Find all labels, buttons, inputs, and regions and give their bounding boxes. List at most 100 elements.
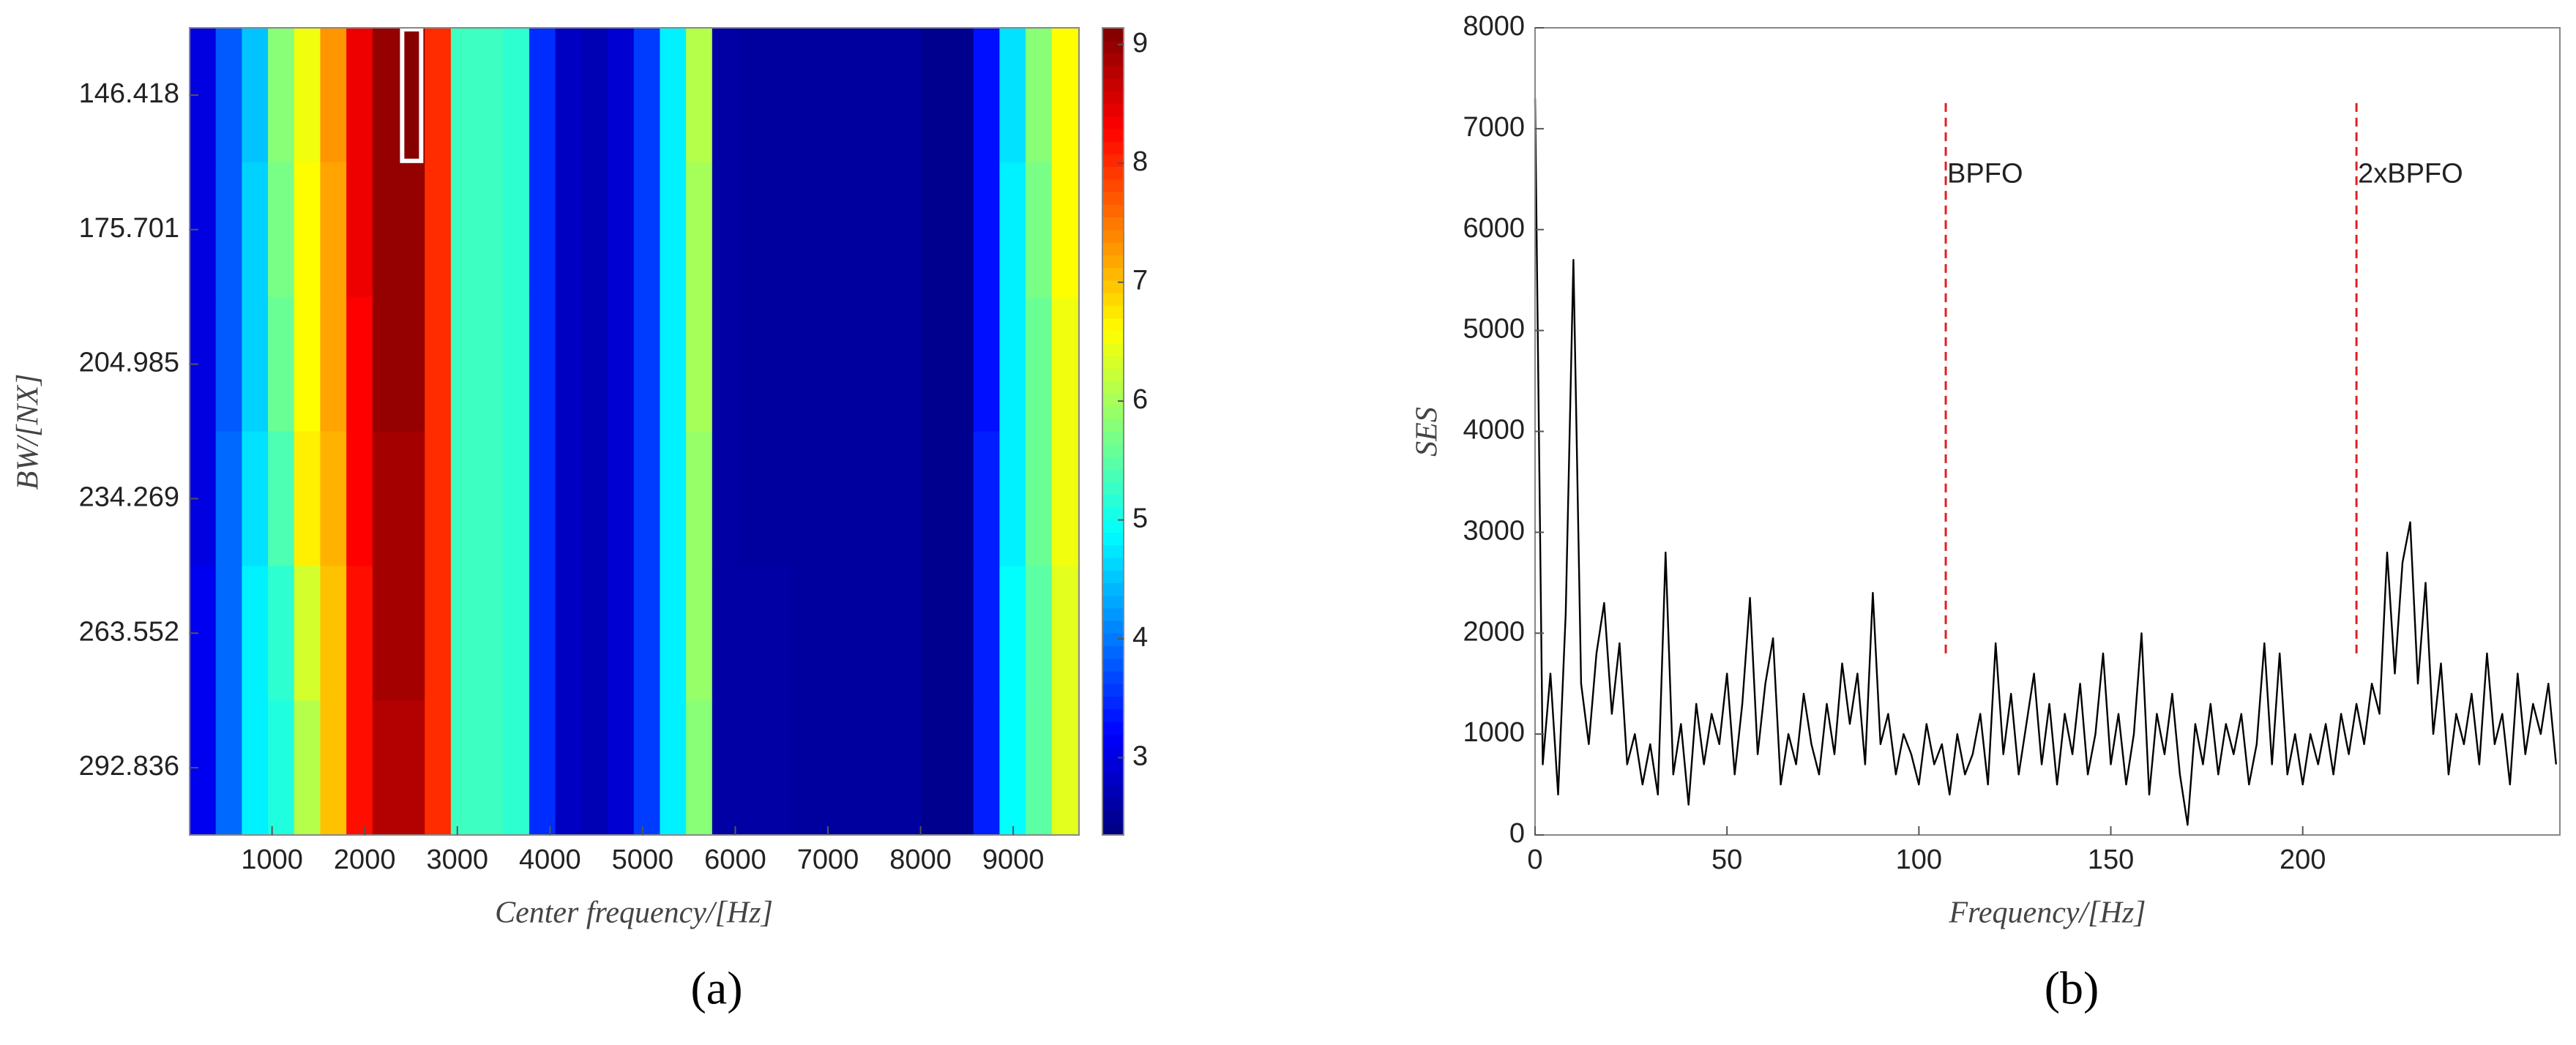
heat-cell	[633, 566, 660, 701]
heat-cell	[843, 296, 870, 432]
heat-cell	[816, 431, 843, 566]
heat-cell	[450, 700, 478, 836]
colorbar-swatch	[1102, 658, 1124, 672]
heat-cell	[764, 700, 791, 836]
heat-cell	[712, 296, 739, 432]
colorbar-swatch	[1102, 368, 1124, 382]
heat-cell	[215, 566, 242, 701]
heat-cell	[868, 28, 896, 163]
heat-cell	[973, 566, 1000, 701]
heat-cell	[712, 28, 739, 163]
heat-cell	[320, 431, 347, 566]
colorbar-tick-label: 7	[1132, 266, 1148, 296]
x-tick-label: 6000	[704, 844, 766, 875]
colorbar-swatch	[1102, 241, 1124, 255]
heat-cell	[660, 431, 687, 566]
heat-cell	[895, 162, 922, 298]
heat-cell	[242, 431, 269, 566]
heat-cell	[790, 566, 818, 701]
x-tick-label: 200	[2280, 844, 2326, 875]
heat-cell	[921, 700, 948, 836]
heat-cell	[242, 162, 269, 298]
heat-cell	[503, 296, 530, 432]
heat-cell	[529, 28, 556, 163]
heat-cell	[790, 431, 818, 566]
heat-cell	[843, 431, 870, 566]
heat-cell	[215, 431, 242, 566]
heat-cell	[790, 296, 818, 432]
heat-cell	[712, 431, 739, 566]
x-tick-label: 3000	[426, 844, 488, 875]
heat-cell	[372, 431, 400, 566]
heat-cell	[686, 162, 713, 298]
colorbar-swatch	[1102, 128, 1124, 142]
heat-cell	[712, 566, 739, 701]
colorbar-swatch	[1102, 91, 1124, 105]
colorbar-swatch	[1102, 65, 1124, 79]
heat-cell	[633, 162, 660, 298]
heat-cell	[529, 296, 556, 432]
y-tick-label: 4000	[1463, 415, 1525, 446]
heat-cell	[816, 296, 843, 432]
heat-cell	[1051, 566, 1078, 701]
heat-cell	[999, 296, 1026, 432]
heat-cell	[1026, 431, 1053, 566]
heat-cell	[738, 162, 765, 298]
heat-cell	[450, 296, 478, 432]
colorbar-swatch	[1102, 759, 1124, 773]
heat-cell	[503, 28, 530, 163]
heat-cell	[372, 162, 400, 298]
x-tick-label: 4000	[519, 844, 581, 875]
heat-cell	[320, 162, 347, 298]
heat-cell	[973, 162, 1000, 298]
heat-cell	[686, 566, 713, 701]
y-axis-label: BW/[NX]	[12, 374, 45, 490]
colorbar-swatch	[1102, 116, 1124, 130]
heat-cell	[503, 566, 530, 701]
heat-cell	[790, 700, 818, 836]
heat-cell	[294, 431, 321, 566]
colorbar-swatch	[1102, 103, 1124, 117]
heat-cell	[398, 162, 425, 298]
heat-cell	[268, 431, 295, 566]
colorbar-swatch	[1102, 255, 1124, 269]
heat-cell	[398, 566, 425, 701]
heat-cell	[555, 162, 582, 298]
heat-cell	[346, 431, 373, 566]
colorbar-swatch	[1102, 356, 1124, 369]
heat-cell	[764, 566, 791, 701]
heat-cell	[686, 431, 713, 566]
colorbar-swatch	[1102, 809, 1124, 823]
colorbar-swatch	[1102, 229, 1124, 243]
heat-cell	[477, 162, 504, 298]
colorbar-tick-label: 6	[1132, 384, 1148, 415]
heat-cell	[895, 28, 922, 163]
heat-cell	[1026, 296, 1053, 432]
colorbar-swatch	[1102, 154, 1124, 168]
colorbar-frame	[1102, 27, 1124, 836]
heat-cell	[895, 296, 922, 432]
heat-cell	[633, 28, 660, 163]
colorbar-swatch	[1102, 192, 1124, 205]
heat-cell	[425, 296, 452, 432]
heat-cell	[633, 700, 660, 836]
colorbar-swatch	[1102, 342, 1124, 356]
heat-cell	[425, 566, 452, 701]
heat-cell	[686, 700, 713, 836]
heat-cell	[346, 566, 373, 701]
colorbar-swatch	[1102, 166, 1124, 180]
heat-cell	[320, 566, 347, 701]
heat-cell	[425, 28, 452, 163]
heat-cell	[503, 162, 530, 298]
heat-cell	[868, 431, 896, 566]
colorbar-swatch	[1102, 53, 1124, 67]
y-tick-label: 1000	[1463, 717, 1525, 748]
colorbar-swatch	[1102, 179, 1124, 192]
colorbar-swatch	[1102, 406, 1124, 419]
heat-cell	[843, 28, 870, 163]
heat-cell	[790, 28, 818, 163]
x-tick-label: 100	[1896, 844, 1942, 875]
heat-cell	[450, 28, 478, 163]
heat-cell	[294, 162, 321, 298]
